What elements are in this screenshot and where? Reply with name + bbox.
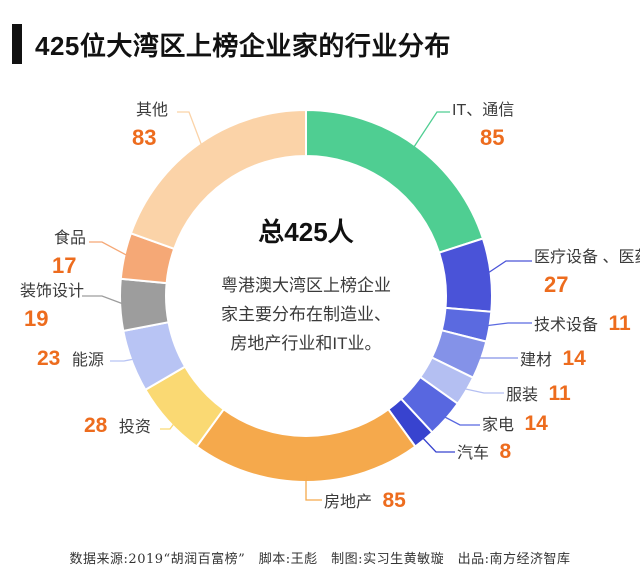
leader-line-7 — [305, 476, 322, 501]
segment-label-food: 食品 17 — [52, 229, 87, 280]
segment-label-investment: 28 投资 — [84, 413, 151, 439]
segment-value: 8 — [499, 440, 512, 463]
segment-label-apparel: 服装 11 — [506, 381, 571, 407]
chart-summary-note: 粤港澳大湾区上榜企业 家主要分布在制造业、 房地产行业和IT业。 — [221, 276, 391, 354]
segment-value: 27 — [544, 272, 569, 297]
segment-label-auto: 汽车 8 — [457, 439, 511, 465]
leader-line-9 — [110, 357, 140, 362]
segment-value: 28 — [84, 414, 108, 437]
leader-line-4 — [460, 387, 504, 394]
page-title: 425位大湾区上榜企业家的行业分布 — [35, 30, 451, 61]
credits-line: 数据来源:2019“胡润百富榜” 脚本:王彪 制图:实习生黄敏璇 出品:南方经济… — [69, 552, 571, 567]
total-count: 总425人 — [258, 217, 354, 247]
segment-label-real-estate: 房地产 85 — [324, 488, 406, 514]
segment-value: 11 — [608, 312, 631, 335]
donut-center-text: 总425人 粤港澳大湾区上榜企业 家主要分布在制造业、 房地产行业和IT业。 — [161, 212, 451, 359]
leader-line-6 — [419, 434, 455, 453]
segment-label-text: 投资 — [118, 419, 151, 436]
segment-value: 85 — [382, 489, 406, 512]
segment-label-text: 汽车 — [457, 445, 490, 462]
leader-line-2 — [483, 322, 532, 327]
segment-value: 19 — [24, 306, 49, 331]
leader-line-5 — [440, 414, 480, 426]
segment-label-text: 能源 — [71, 352, 104, 369]
segment-label-text: 服装 — [506, 387, 539, 404]
leader-line-8 — [160, 409, 185, 430]
segment-label-decoration-design: 装饰设计 19 — [20, 282, 84, 333]
segment-label-text: 装饰设计 — [20, 283, 85, 300]
page-header: 425位大湾区上榜企业家的行业分布 — [12, 24, 451, 64]
segment-value: 14 — [562, 347, 586, 370]
segment-label-medical: 医疗设备 、医药 27 — [534, 248, 640, 299]
segment-value: 23 — [37, 347, 61, 370]
donut-segment-7 — [195, 407, 417, 483]
segment-value: 17 — [52, 253, 77, 278]
segment-value: 83 — [132, 125, 157, 150]
segment-label-text: 医疗设备 、医药 — [534, 249, 640, 266]
donut-segment-12 — [129, 108, 307, 251]
segment-label-it-telecom: IT、通信 85 — [452, 101, 514, 152]
leader-line-10 — [82, 295, 127, 306]
segment-label-text: IT、通信 — [452, 102, 515, 119]
segment-label-text: 建材 — [520, 352, 553, 369]
segment-label-text: 食品 — [54, 230, 87, 247]
segment-value: 14 — [524, 412, 548, 435]
segment-label-text: 技术设备 — [534, 317, 599, 334]
leader-line-11 — [89, 241, 131, 258]
segment-label-tech-equipment: 技术设备 11 — [534, 311, 631, 337]
leader-line-12 — [177, 111, 204, 150]
segment-label-text: 其他 — [136, 102, 169, 119]
segment-value: 11 — [548, 382, 571, 405]
segment-label-building-materials: 建材 14 — [520, 346, 586, 372]
segment-value: 85 — [480, 125, 505, 150]
segment-label-text: 家电 — [482, 417, 515, 434]
segment-label-others: 其他 83 — [132, 101, 169, 152]
leader-line-0 — [411, 111, 450, 151]
title-accent-bar — [12, 24, 22, 64]
segment-label-text: 房地产 — [324, 494, 373, 511]
segment-label-energy: 23 能源 — [37, 346, 104, 372]
leader-line-1 — [484, 260, 532, 276]
segment-label-home-appliances: 家电 14 — [482, 411, 548, 437]
